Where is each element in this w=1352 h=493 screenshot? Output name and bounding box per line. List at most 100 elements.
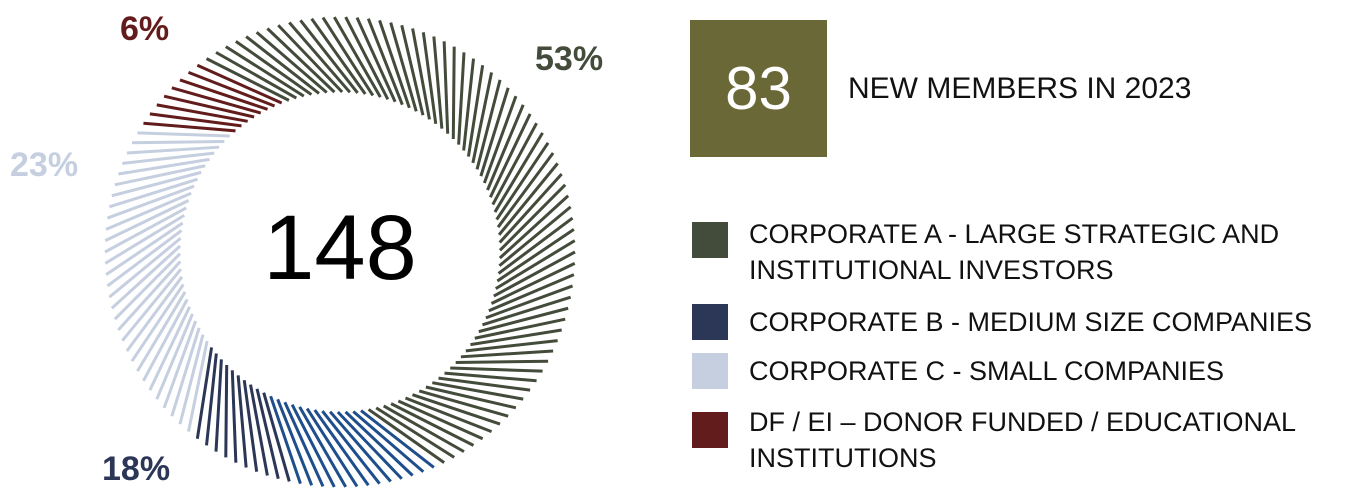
ring-tick — [497, 216, 574, 275]
legend-swatch — [692, 222, 728, 258]
ring-tick — [156, 103, 248, 123]
ring-tick — [131, 139, 225, 145]
legend-swatch — [692, 304, 728, 340]
legend-swatch — [692, 412, 728, 448]
ring-tick — [378, 19, 411, 109]
ring-tick — [389, 22, 418, 112]
ring-tick — [321, 410, 381, 485]
ring-tick — [397, 399, 484, 441]
ring-tick — [494, 239, 576, 290]
ring-tick — [130, 283, 185, 363]
slice-label-corporate-b: 18% — [102, 450, 171, 488]
ring-tick — [255, 388, 280, 480]
ring-tick — [106, 229, 183, 288]
ring-tick — [310, 17, 367, 95]
ring-tick — [478, 306, 569, 334]
ring-tick — [411, 393, 501, 426]
ring-tick — [313, 409, 370, 487]
ring-tick — [498, 205, 572, 267]
ring-tick — [404, 396, 493, 434]
ring-tick — [104, 206, 187, 254]
ring-tick — [471, 72, 494, 164]
ring-tick — [482, 295, 572, 327]
ring-tick — [367, 408, 446, 464]
ring-tick — [111, 170, 202, 198]
ring-tick — [104, 199, 190, 243]
ring-tick — [425, 385, 517, 410]
ring-tick — [382, 404, 465, 453]
ring-tick — [179, 78, 269, 111]
ring-tick — [205, 57, 290, 102]
ring-tick — [475, 79, 502, 170]
ring-tick — [262, 392, 291, 482]
ring-tick — [195, 347, 214, 439]
ring-tick — [460, 349, 554, 359]
ring-tick — [496, 152, 555, 229]
ring-tick — [236, 375, 248, 468]
ring-tick — [142, 298, 189, 382]
ring-tick — [328, 410, 392, 483]
ring-tick — [277, 24, 344, 94]
ring-tick — [162, 320, 198, 409]
ring-tick — [242, 379, 259, 472]
ring-tick — [114, 164, 206, 187]
ring-tick — [108, 237, 182, 299]
ring-tick — [390, 402, 475, 447]
ring-tick — [255, 31, 328, 94]
ring-tick — [122, 151, 215, 165]
ring-tick — [366, 18, 404, 106]
ring-tick — [125, 275, 184, 352]
ring-tick — [136, 291, 187, 372]
slice-label-corporate-a: 53% — [535, 40, 604, 78]
ring-tick — [110, 244, 182, 310]
ring-tick — [143, 121, 236, 133]
ring-tick — [375, 406, 456, 459]
ring-tick — [470, 328, 562, 347]
ring-tick — [305, 407, 359, 488]
ring-tick — [276, 398, 314, 486]
ring-tick — [149, 112, 242, 128]
ring-tick — [249, 384, 269, 476]
donut-chart: 148 53% 18% 23% 6% — [0, 0, 620, 488]
ring-tick — [498, 183, 567, 252]
ring-tick — [288, 21, 352, 94]
ring-tick — [336, 410, 403, 480]
new-members-number: 83 — [725, 55, 792, 122]
ring-tick — [474, 317, 566, 340]
ring-tick — [451, 46, 456, 140]
new-members-caption: NEW MEMBERS IN 2023 — [848, 72, 1192, 105]
ring-tick — [493, 250, 576, 298]
ring-tick — [421, 32, 438, 125]
ring-tick — [178, 334, 205, 425]
ring-tick — [234, 40, 313, 96]
ring-tick — [299, 19, 359, 94]
ring-tick — [118, 157, 210, 176]
ring-tick — [457, 52, 466, 145]
ring-tick — [170, 327, 201, 417]
ring-tick — [450, 366, 543, 373]
ring-tick — [493, 132, 544, 213]
ring-tick — [344, 410, 414, 477]
ring-tick — [355, 17, 397, 103]
ring-tick — [126, 145, 220, 155]
ring-tick — [290, 404, 336, 488]
legend-swatch — [692, 353, 728, 389]
ring-tick — [488, 113, 532, 198]
legend-label: CORPORATE A - LARGE STRATEGIC AND INSTIT… — [749, 219, 1280, 285]
donut-ring — [104, 16, 576, 488]
ring-tick — [321, 16, 375, 97]
ring-tick — [490, 261, 576, 305]
ring-tick — [105, 221, 184, 276]
ring-tick — [224, 364, 229, 458]
ring-tick — [266, 27, 336, 94]
ring-tick — [400, 24, 425, 116]
ring-tick — [333, 16, 382, 98]
ring-tick — [171, 86, 262, 115]
ring-tick — [344, 16, 390, 100]
ring-tick — [283, 401, 325, 487]
ring-tick — [106, 184, 195, 220]
new-members-badge: 83 — [690, 20, 827, 157]
ring-tick — [462, 58, 475, 151]
ring-tick — [187, 70, 276, 108]
ring-tick — [444, 371, 537, 383]
